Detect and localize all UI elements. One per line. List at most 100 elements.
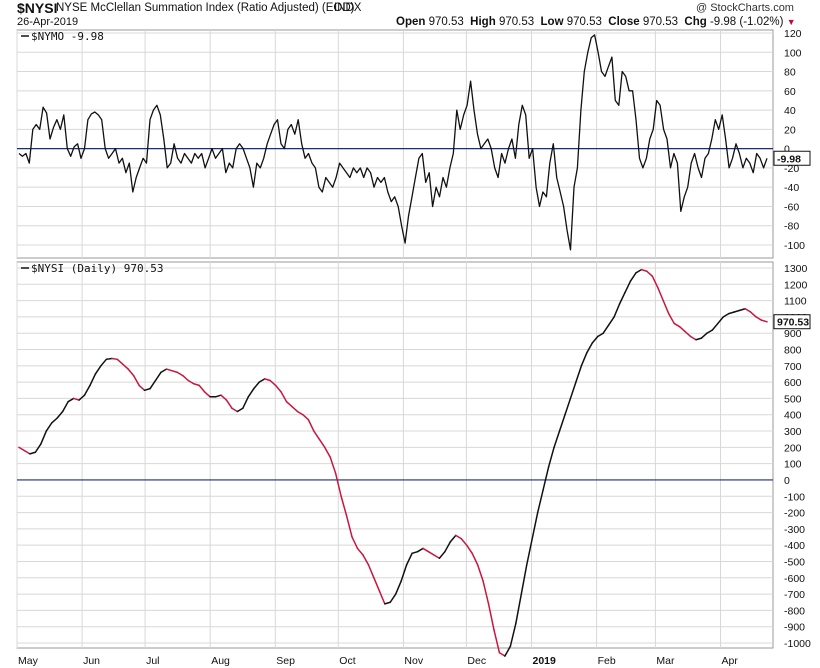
nysi-series-segment <box>640 268 648 273</box>
x-tick-label: 2019 <box>533 655 557 667</box>
nysi-series-segment <box>455 534 462 540</box>
nysi-series-segment <box>602 324 610 334</box>
bottom-y-tick-label: 500 <box>784 393 802 405</box>
nysi-series-segment <box>203 391 211 398</box>
top-y-tick-label: -60 <box>784 201 799 213</box>
bottom-y-tick-label: 600 <box>784 377 802 389</box>
nysi-series-segment <box>471 552 479 566</box>
nysi-series-segment <box>449 534 457 543</box>
nysi-series-segment <box>356 547 364 556</box>
nysi-series-segment <box>722 312 730 318</box>
exchange-label: INDX <box>334 2 362 14</box>
bottom-y-tick-label: 300 <box>784 426 802 438</box>
bottom-pane-frame <box>16 261 774 649</box>
nysi-series-segment <box>132 374 140 387</box>
nysi-series-segment <box>586 342 594 354</box>
nysi-series-segment <box>362 554 370 566</box>
nysi-series-segment <box>487 603 495 631</box>
nysi-series-segment <box>296 410 304 416</box>
chg-label: Chg <box>684 16 707 28</box>
top-y-tick-label: -80 <box>784 221 799 233</box>
x-tick-label: Dec <box>467 655 486 667</box>
nysi-series-segment <box>138 384 146 392</box>
x-tick-label: Feb <box>598 655 616 667</box>
nysi-series-segment <box>700 332 708 339</box>
bottom-y-tick-label: 1200 <box>784 279 808 291</box>
bottom-y-tick-label: 900 <box>784 328 802 340</box>
nysi-series-segment <box>564 397 572 416</box>
nysi-series-segment <box>536 488 544 514</box>
nysi-series-segment <box>302 413 310 421</box>
open-label: Open <box>396 16 426 28</box>
high-label: High <box>470 16 496 28</box>
x-tick-label: Sep <box>276 655 295 667</box>
bottom-y-tick-label: -700 <box>784 589 805 601</box>
bottom-last-value-tag <box>773 314 811 330</box>
nysi-series-segment <box>629 272 637 282</box>
nysi-series-segment <box>504 645 512 657</box>
nysi-series-segment <box>657 286 665 302</box>
nysi-series-segment <box>547 446 555 468</box>
nysi-series-segment <box>738 308 746 312</box>
down-arrow-icon: ▼ <box>786 17 796 27</box>
close-value: 970.53 <box>642 16 679 28</box>
nysi-series-segment <box>247 387 255 398</box>
nysi-series-segment <box>542 466 550 491</box>
top-y-tick-label: 20 <box>784 124 796 136</box>
x-tick-label: Apr <box>722 655 739 667</box>
bottom-y-tick-label: 800 <box>784 345 802 357</box>
nysi-series-segment <box>476 563 484 582</box>
nysi-series-segment <box>662 299 670 315</box>
nysi-series-segment <box>258 378 266 383</box>
nysi-series-segment <box>624 280 632 294</box>
nysi-series-segment <box>313 430 321 440</box>
nysi-series-segment <box>607 316 615 326</box>
nysi-series-segment <box>717 316 725 325</box>
nysi-series-segment <box>253 381 260 390</box>
nysi-series-segment <box>45 422 53 432</box>
bottom-y-tick-label: 200 <box>784 442 802 454</box>
nysi-series-segment <box>127 368 135 377</box>
nysi-series-segment <box>760 319 768 323</box>
nysi-series-segment <box>711 322 719 331</box>
bottom-last-value-text: 970.53 <box>777 317 809 329</box>
nysi-series-segment <box>236 407 244 413</box>
nysi-series-segment <box>526 537 533 566</box>
bottom-y-tick-label: 0 <box>784 475 790 487</box>
nysi-series-segment <box>192 383 200 387</box>
nysi-series-segment <box>51 417 58 424</box>
nysi-series-segment <box>498 652 506 657</box>
nysi-series-segment <box>285 400 293 408</box>
nysi-series-segment <box>394 580 402 595</box>
nysi-series-segment <box>61 400 69 413</box>
nysi-series-segment <box>667 312 675 325</box>
nysi-series-segment <box>569 381 577 400</box>
nysi-series-segment <box>182 374 190 382</box>
bottom-y-tick-label: -100 <box>784 491 805 503</box>
nysi-series-segment <box>67 397 75 403</box>
x-tick-label: Oct <box>339 655 355 667</box>
nysi-series-segment <box>755 316 763 321</box>
nysi-series-segment <box>242 396 250 409</box>
nysi-series-segment <box>558 413 566 432</box>
bottom-y-tick-label: 1300 <box>784 263 808 275</box>
x-tick-label: Jul <box>146 655 159 667</box>
bottom-y-tick-label: -400 <box>784 540 805 552</box>
nysi-series-segment <box>384 601 392 605</box>
nysi-series-segment <box>34 443 42 453</box>
stockcharts-watermark: @ StockCharts.com <box>696 2 794 14</box>
nysi-series-segment <box>263 378 271 382</box>
nysi-series-segment <box>111 357 119 361</box>
index-name: NYSE McClellan Summation Index (Ratio Ad… <box>56 2 355 14</box>
nysi-series-segment <box>334 472 342 498</box>
bottom-y-tick-label: -300 <box>784 524 805 536</box>
top-pane-frame <box>16 29 774 259</box>
nysi-series-segment <box>269 379 277 387</box>
nysi-series-segment <box>635 268 643 274</box>
nysi-series-segment <box>83 384 91 396</box>
top-y-tick-label: -20 <box>784 163 799 175</box>
nysi-series-segment <box>274 384 282 393</box>
bottom-y-tick-label: 100 <box>784 459 802 471</box>
top-y-tick-label: 60 <box>784 86 796 98</box>
nysi-series-segment <box>220 394 228 401</box>
